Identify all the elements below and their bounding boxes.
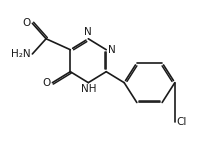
- Text: H₂N: H₂N: [11, 49, 31, 59]
- Text: N: N: [84, 27, 92, 37]
- Text: Cl: Cl: [176, 117, 187, 127]
- Text: N: N: [108, 45, 116, 55]
- Text: O: O: [42, 78, 51, 88]
- Text: NH: NH: [81, 84, 96, 94]
- Text: O: O: [22, 18, 31, 28]
